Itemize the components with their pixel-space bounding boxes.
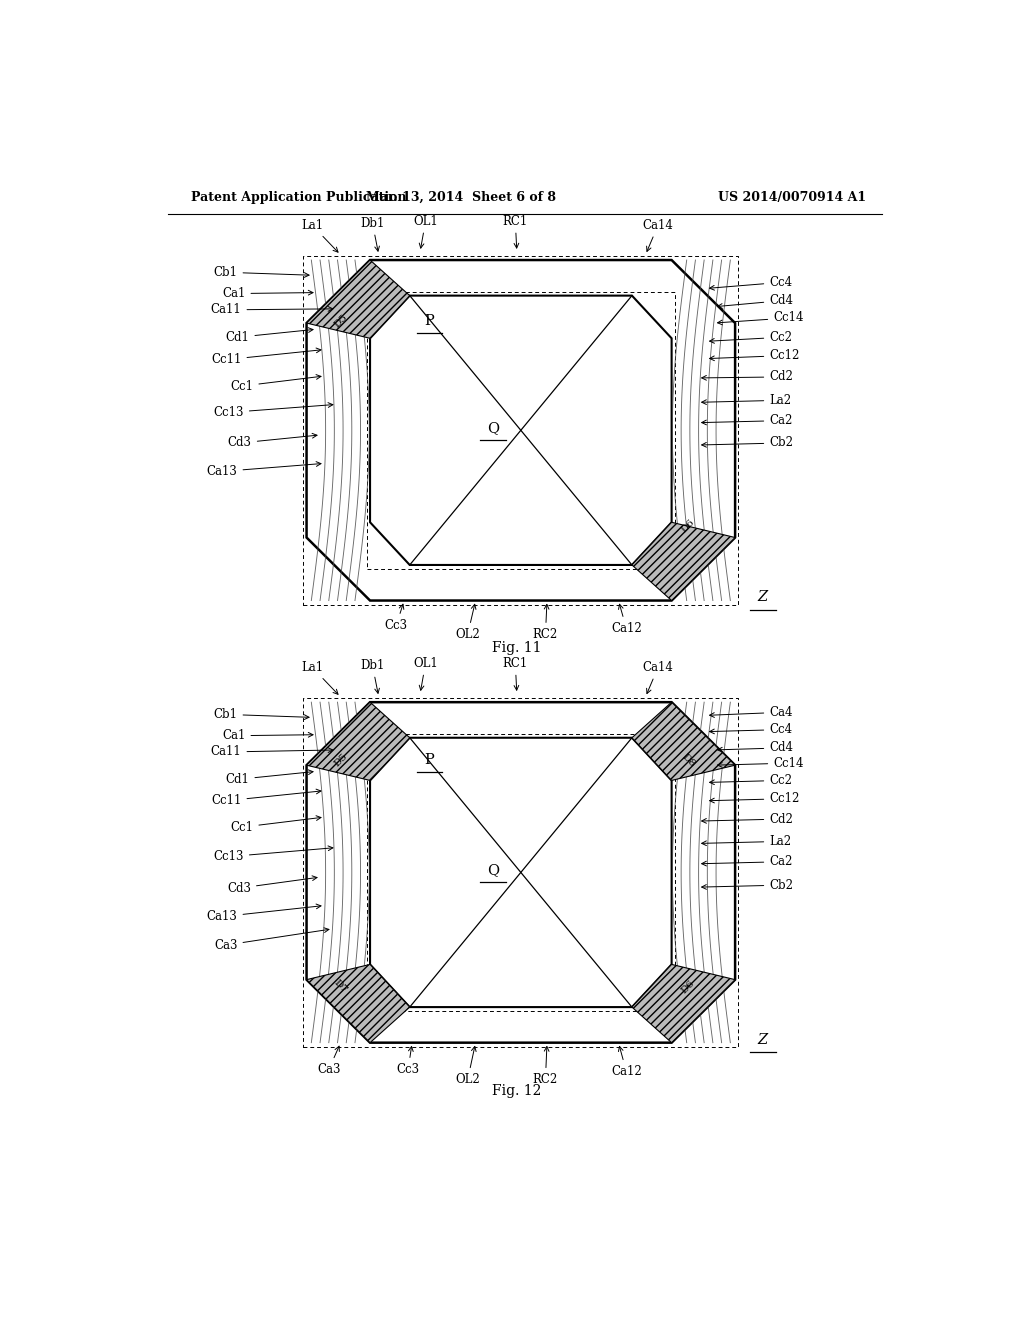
Text: Ca14: Ca14 <box>643 219 674 251</box>
Text: P: P <box>425 754 434 767</box>
Text: Ca12: Ca12 <box>611 605 642 635</box>
Text: RC1: RC1 <box>503 215 528 248</box>
Text: Mar. 13, 2014  Sheet 6 of 8: Mar. 13, 2014 Sheet 6 of 8 <box>367 191 556 203</box>
Text: Ca14: Ca14 <box>643 661 674 693</box>
Text: Ca1: Ca1 <box>222 286 313 300</box>
Text: Cc11: Cc11 <box>211 348 321 366</box>
Polygon shape <box>632 702 735 780</box>
Text: Ca3: Ca3 <box>317 1047 341 1076</box>
Text: Fig. 11: Fig. 11 <box>493 642 542 655</box>
Text: Cc1: Cc1 <box>230 816 321 834</box>
Text: Patent Application Publication: Patent Application Publication <box>191 191 407 203</box>
Text: OL1: OL1 <box>414 656 438 690</box>
Text: Ca12: Ca12 <box>611 1047 642 1078</box>
Text: D7: D7 <box>332 978 349 995</box>
Text: Cc2: Cc2 <box>710 774 793 787</box>
Text: Cd3: Cd3 <box>227 433 317 450</box>
Polygon shape <box>632 965 735 1043</box>
Text: Z: Z <box>758 1032 768 1047</box>
Text: OL2: OL2 <box>456 605 480 642</box>
Text: OL1: OL1 <box>414 215 438 248</box>
Text: US 2014/0070914 A1: US 2014/0070914 A1 <box>718 191 866 203</box>
Text: D6: D6 <box>680 978 696 995</box>
Text: Cc1: Cc1 <box>230 375 321 392</box>
Text: D5: D5 <box>332 751 349 768</box>
Text: Cc2: Cc2 <box>710 331 793 343</box>
Text: Db1: Db1 <box>360 659 385 693</box>
Text: Cc4: Cc4 <box>710 276 793 290</box>
Text: Ca4: Ca4 <box>710 706 793 719</box>
Text: Ca13: Ca13 <box>207 462 321 478</box>
Text: RC2: RC2 <box>532 1047 558 1086</box>
Text: Cd4: Cd4 <box>718 294 794 309</box>
Text: La1: La1 <box>301 661 338 694</box>
Text: Cd4: Cd4 <box>718 742 794 755</box>
Polygon shape <box>632 523 735 601</box>
Text: Cc3: Cc3 <box>385 605 408 632</box>
Text: Cc12: Cc12 <box>710 348 800 362</box>
Text: Cd2: Cd2 <box>701 371 794 383</box>
Text: Cd1: Cd1 <box>225 327 313 343</box>
Text: Cc12: Cc12 <box>710 792 800 805</box>
Text: Cc14: Cc14 <box>718 756 804 770</box>
Text: Ca11: Ca11 <box>211 304 333 317</box>
Text: Cd2: Cd2 <box>701 813 794 825</box>
Text: RC2: RC2 <box>532 605 558 642</box>
Text: La2: La2 <box>701 836 792 847</box>
Text: Ca11: Ca11 <box>211 746 333 759</box>
Text: OL2: OL2 <box>456 1047 480 1086</box>
Text: RC1: RC1 <box>503 656 528 690</box>
Text: Ca2: Ca2 <box>701 855 793 869</box>
Text: Q: Q <box>487 863 499 876</box>
Text: Cc14: Cc14 <box>718 312 804 325</box>
Text: D8: D8 <box>680 751 696 768</box>
Text: Cb1: Cb1 <box>214 265 309 279</box>
Text: Cc13: Cc13 <box>213 846 333 863</box>
Text: Ca13: Ca13 <box>207 904 321 923</box>
Text: D6: D6 <box>680 517 696 535</box>
Polygon shape <box>306 702 410 780</box>
Text: Cc11: Cc11 <box>211 789 321 808</box>
Text: La1: La1 <box>301 219 338 252</box>
Text: Ca1: Ca1 <box>222 729 313 742</box>
Text: Db1: Db1 <box>360 216 385 251</box>
Text: Cd3: Cd3 <box>227 875 317 895</box>
Text: Z: Z <box>758 590 768 605</box>
Text: P: P <box>425 314 434 329</box>
Text: La2: La2 <box>701 393 792 407</box>
Polygon shape <box>306 260 410 338</box>
Polygon shape <box>306 965 410 1043</box>
Text: Ca2: Ca2 <box>701 414 793 428</box>
Text: Cd1: Cd1 <box>225 770 313 785</box>
Text: Cc4: Cc4 <box>710 723 793 737</box>
Text: Cc3: Cc3 <box>396 1047 420 1076</box>
Text: Cb2: Cb2 <box>701 437 794 450</box>
Text: Cb1: Cb1 <box>214 708 309 721</box>
Text: Q: Q <box>487 421 499 434</box>
Text: Ca3: Ca3 <box>214 928 329 952</box>
Text: D5: D5 <box>332 313 349 330</box>
Text: Fig. 12: Fig. 12 <box>493 1085 542 1098</box>
Text: Cc13: Cc13 <box>213 403 333 418</box>
Text: Cb2: Cb2 <box>701 879 794 891</box>
